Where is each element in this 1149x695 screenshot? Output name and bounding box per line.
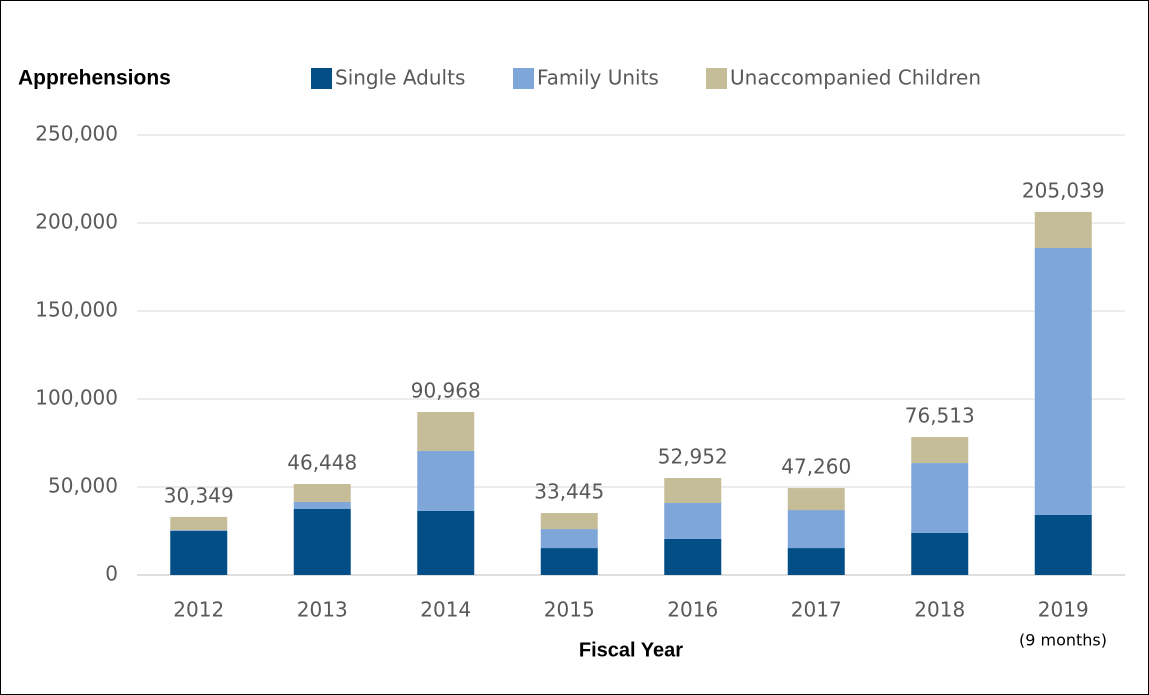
y-tick-label: 50,000 — [48, 474, 118, 498]
x-tick-label: 2014 — [420, 598, 471, 622]
bar-segment — [911, 463, 969, 533]
total-label: 46,448 — [287, 451, 357, 475]
bar-segment — [911, 532, 969, 575]
bar-segment — [170, 530, 228, 531]
bar-segment — [417, 510, 475, 575]
bar-segment — [540, 548, 598, 575]
bar-segment — [293, 509, 351, 575]
total-label: 205,039 — [1022, 178, 1105, 202]
y-tick-label: 250,000 — [35, 122, 118, 146]
x-tick-label: 2017 — [791, 598, 842, 622]
x-tick-label: 2019 — [1038, 598, 1089, 622]
bar-segment — [1034, 211, 1092, 248]
y-tick-label: 100,000 — [35, 386, 118, 410]
bar-segment — [787, 510, 845, 549]
legend-label: Unaccompanied Children — [730, 66, 981, 90]
bar-segment — [664, 478, 722, 504]
x-tick-label: 2015 — [544, 598, 595, 622]
annotation: (9 months) — [1019, 631, 1107, 650]
x-tick-label: 2016 — [667, 598, 718, 622]
chart-title: Apprehensions — [18, 67, 171, 90]
x-tick-label: 2012 — [173, 598, 224, 622]
legend-swatch — [513, 68, 534, 89]
x-axis-title: Fiscal Year — [579, 639, 683, 661]
legend-label: Single Adults — [335, 66, 465, 90]
bar-segment — [1034, 247, 1092, 515]
bar-segment — [1034, 514, 1092, 575]
bar-segment — [787, 548, 845, 575]
legend-swatch — [311, 68, 332, 89]
y-tick-label: 200,000 — [35, 210, 118, 234]
total-label: 76,513 — [905, 404, 975, 428]
total-label: 33,445 — [534, 480, 604, 504]
total-label: 30,349 — [164, 483, 234, 507]
bar-segment — [170, 531, 228, 575]
bar-segment — [540, 529, 598, 549]
bar-segment — [540, 513, 598, 530]
bar-segment — [293, 501, 351, 509]
bar-segment — [170, 516, 228, 531]
bar-segment — [911, 437, 969, 464]
x-tick-label: 2018 — [914, 598, 965, 622]
bar-segment — [787, 488, 845, 511]
total-label: 90,968 — [411, 379, 481, 403]
bar-segment — [417, 412, 475, 451]
legend-label: Family Units — [537, 66, 659, 90]
bar-segment — [664, 538, 722, 575]
total-label: 47,260 — [781, 455, 851, 479]
total-label: 52,952 — [658, 445, 728, 469]
y-tick-label: 0 — [105, 562, 118, 586]
legend-swatch — [706, 68, 727, 89]
y-tick-label: 150,000 — [35, 298, 118, 322]
bar-segment — [664, 503, 722, 539]
bar-segment — [417, 450, 475, 511]
x-tick-label: 2013 — [297, 598, 348, 622]
bar-segment — [293, 484, 351, 502]
